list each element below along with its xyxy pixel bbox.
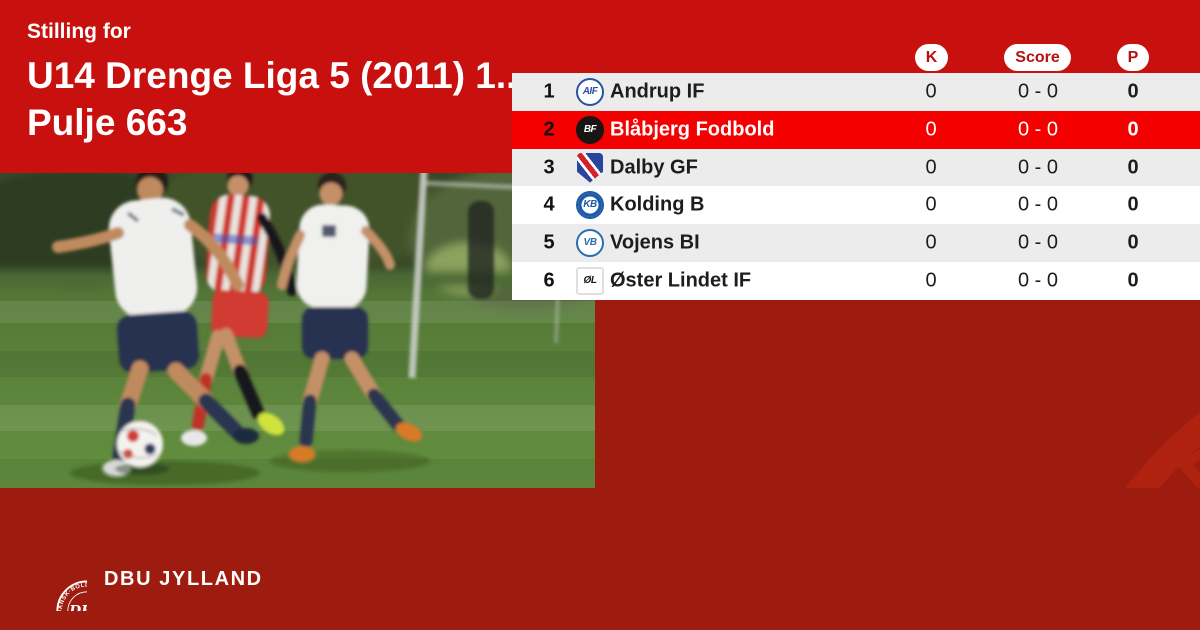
- club-logo-initials: AIF: [582, 85, 598, 97]
- team-name: Kolding B: [610, 193, 705, 216]
- position-cell: 3: [543, 156, 555, 179]
- table-row: 2 BF Blåbjerg Fodbold 0 0 - 0 0: [512, 110, 1200, 149]
- page-title-line2: Pulje 663: [27, 102, 188, 143]
- title-eyebrow: Stilling for: [27, 20, 131, 43]
- club-logo-initials: KB: [583, 199, 597, 211]
- team-name: Øster Lindet IF: [610, 269, 752, 292]
- club-logo-cell: ØL: [572, 267, 608, 296]
- club-logo-icon: AIF: [576, 77, 604, 106]
- club-logo-initials: ØL: [583, 275, 597, 287]
- club-logo-cell: AIF: [572, 77, 608, 106]
- photo-player-right: [277, 173, 423, 462]
- position-cell: 6: [543, 269, 555, 292]
- team-name: Blåbjerg Fodbold: [610, 118, 775, 141]
- score-value: 0 - 0: [1017, 193, 1059, 216]
- points-value: 0: [1127, 193, 1139, 216]
- matches-value: 0: [925, 156, 937, 179]
- score-value: 0 - 0: [1017, 269, 1059, 292]
- column-header-p: P: [1117, 44, 1149, 71]
- score-value: 0 - 0: [1017, 80, 1059, 103]
- club-logo-cell: KB: [572, 191, 608, 220]
- column-header-score: Score: [1004, 44, 1071, 71]
- position-cell: 1: [543, 80, 555, 103]
- title-panel: Stilling for U14 Drenge Liga 5 (2011) 1.…: [0, 0, 517, 173]
- matches-value: 0: [925, 193, 937, 216]
- table-row: 5 VB Vojens BI 0 0 - 0 0: [512, 224, 1200, 263]
- points-value: 0: [1127, 156, 1139, 179]
- position-cell: 4: [543, 193, 555, 216]
- club-logo-initials: VB: [583, 237, 597, 249]
- club-logo-icon: BF: [576, 115, 604, 144]
- page-title-line1: U14 Drenge Liga 5 (2011) 1..: [27, 55, 517, 96]
- column-header-k: K: [915, 44, 948, 71]
- matches-value: 0: [925, 231, 937, 254]
- team-name: Andrup IF: [610, 80, 705, 103]
- match-photo: [0, 173, 595, 488]
- points-value: 0: [1127, 231, 1139, 254]
- score-value: 0 - 0: [1017, 156, 1059, 179]
- matches-value: 0: [925, 118, 937, 141]
- club-logo-icon: KB: [576, 191, 604, 220]
- team-name: Dalby GF: [610, 156, 698, 179]
- matches-value: 0: [925, 80, 937, 103]
- club-logo-icon: [577, 152, 603, 183]
- position-cell: 5: [543, 231, 555, 254]
- table-row: 1 AIF Andrup IF 0 0 - 0 0: [512, 73, 1200, 111]
- score-value: 0 - 0: [1017, 118, 1059, 141]
- club-logo-initials: BF: [583, 123, 597, 135]
- brand-name: DBU JYLLAND: [104, 567, 263, 590]
- points-value: 0: [1127, 118, 1139, 141]
- score-value: 0 - 0: [1017, 231, 1059, 254]
- table-row: 4 KB Kolding B 0 0 - 0 0: [512, 186, 1200, 225]
- club-logo-cell: BF: [572, 115, 608, 144]
- club-logo-icon: ØL: [576, 267, 604, 296]
- position-cell: 2: [543, 118, 555, 141]
- dbu-jylland-logo: DBU JYLLAND: [24, 547, 263, 611]
- club-logo-cell: VB: [572, 229, 608, 258]
- team-name: Vojens BI: [610, 231, 700, 254]
- points-value: 0: [1127, 269, 1139, 292]
- club-logo-icon: VB: [576, 229, 604, 258]
- club-logo-cell: [572, 152, 608, 183]
- standings-table: 1 AIF Andrup IF 0 0 - 0 0 2 BF Blåbjerg …: [512, 73, 1200, 300]
- table-row: 3 Dalby GF 0 0 - 0 0: [512, 148, 1200, 187]
- dbu-crest-icon: [56, 579, 87, 611]
- photo-football: [115, 421, 169, 475]
- photo-players: [52, 173, 430, 485]
- matches-value: 0: [925, 269, 937, 292]
- table-row: 6 ØL Øster Lindet IF 0 0 - 0 0: [512, 262, 1200, 300]
- points-value: 0: [1127, 80, 1139, 103]
- standings-rows: 1 AIF Andrup IF 0 0 - 0 0 2 BF Blåbjerg …: [512, 73, 1200, 300]
